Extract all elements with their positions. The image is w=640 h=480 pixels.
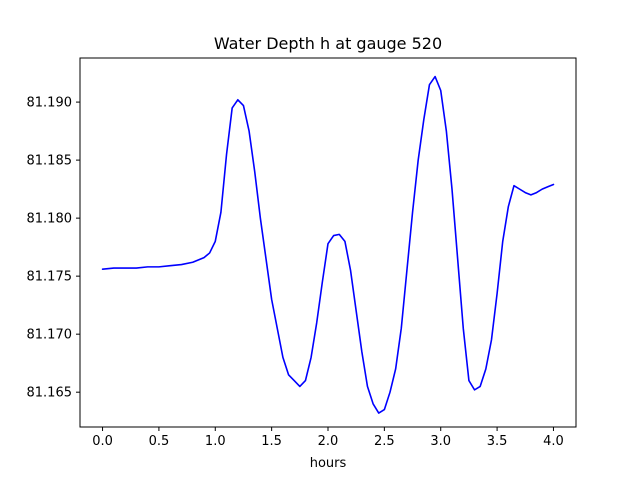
x-tick-label: 0.0: [92, 434, 113, 449]
y-tick-label: 81.185: [27, 154, 73, 169]
x-tick-label: 3.5: [487, 434, 508, 449]
x-tick-label: 1.5: [261, 434, 282, 449]
x-tick-label: 0.5: [149, 434, 170, 449]
x-axis-label: hours: [310, 456, 347, 471]
y-tick-label: 81.180: [27, 212, 73, 227]
series-layer: [101, 75, 555, 414]
x-tick-label: 2.5: [374, 434, 395, 449]
y-tick-label: 81.190: [27, 96, 73, 111]
y-tick-label: 81.170: [27, 328, 73, 343]
series-line-0: [101, 75, 555, 414]
x-tick-label: 3.0: [430, 434, 451, 449]
y-tick-label: 81.165: [27, 386, 73, 401]
y-tick-label: 81.175: [27, 270, 73, 285]
x-tick-label: 4.0: [543, 434, 564, 449]
y-axis: 81.165 81.170 81.175 81.180 81.185 81.190: [27, 96, 80, 401]
x-tick-label: 2.0: [318, 434, 339, 449]
chart-title: Water Depth h at gauge 520: [214, 34, 442, 53]
x-tick-label: 1.0: [205, 434, 226, 449]
x-axis: 0.0 0.5 1.0 1.5 2.0 2.5 3.0 3.5 4.0: [92, 427, 564, 449]
